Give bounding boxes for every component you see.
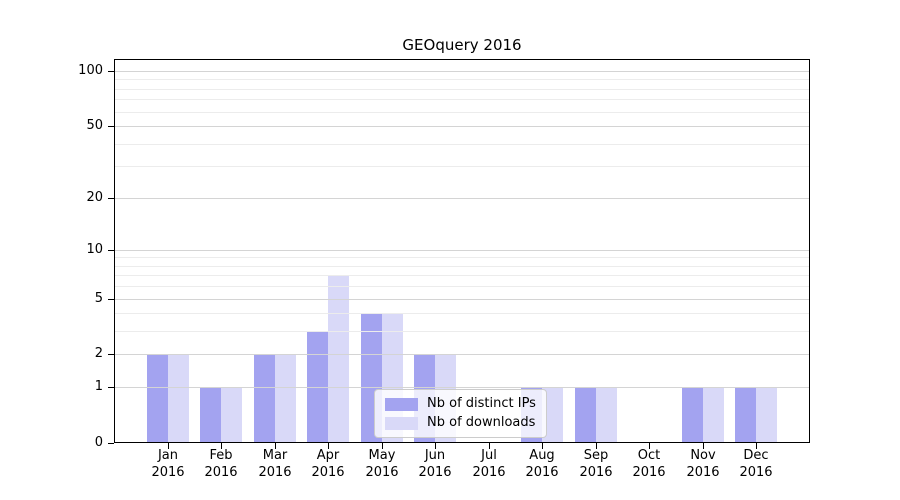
y-tick-mark-5 (108, 299, 114, 300)
legend-swatch-downloads (385, 416, 418, 430)
y-tick-label-100: 100 (78, 63, 103, 78)
bar-distinct-ips-feb (200, 387, 222, 443)
x-tick-mark-sep (596, 443, 597, 449)
x-tick-label-aug: Aug 2016 (525, 448, 559, 480)
legend-entry-downloads: Nb of downloads (385, 416, 536, 430)
x-tick-label-sep: Sep 2016 (579, 448, 613, 480)
minor-gridline-30 (114, 166, 810, 167)
bar-downloads-apr (328, 275, 350, 443)
minor-gridline-8 (114, 266, 810, 267)
x-tick-label-jan: Jan 2016 (151, 448, 185, 480)
y-tick-mark-100 (108, 71, 114, 72)
y-tick-mark-0 (108, 443, 114, 444)
gridlines-layer (114, 59, 810, 443)
x-tick-label-oct: Oct 2016 (632, 448, 666, 480)
minor-gridline-80 (114, 89, 810, 90)
y-tick-mark-10 (108, 250, 114, 251)
major-gridline-50 (114, 126, 810, 127)
bar-downloads-feb (221, 387, 243, 443)
x-tick-mark-apr (328, 443, 329, 449)
y-tick-label-10: 10 (86, 242, 103, 257)
major-gridline-5 (114, 299, 810, 300)
x-tick-label-dec: Dec 2016 (739, 448, 773, 480)
x-tick-mark-dec (756, 443, 757, 449)
major-gridline-1 (114, 387, 810, 388)
x-tick-mark-nov (703, 443, 704, 449)
major-gridline-2 (114, 354, 810, 355)
bar-downloads-aug (542, 387, 564, 443)
bar-distinct-ips-dec (735, 387, 757, 443)
x-tick-label-nov: Nov 2016 (686, 448, 720, 480)
bar-distinct-ips-mar (253, 354, 275, 443)
legend-entry-distinct-ips: Nb of distinct IPs (385, 397, 536, 411)
x-tick-label-apr: Apr 2016 (311, 448, 345, 480)
y-tick-mark-20 (108, 198, 114, 199)
minor-gridline-6 (114, 286, 810, 287)
x-tick-label-may: May 2016 (365, 448, 399, 480)
minor-gridline-3 (114, 331, 810, 332)
x-tick-mark-mar (275, 443, 276, 449)
x-tick-label-jul: Jul 2016 (472, 448, 506, 480)
y-tick-label-5: 5 (94, 291, 103, 306)
x-tick-mark-jun (435, 443, 436, 449)
x-tick-mark-aug (542, 443, 543, 449)
major-gridline-20 (114, 198, 810, 199)
minor-gridline-70 (114, 99, 810, 100)
legend: Nb of distinct IPs Nb of downloads (374, 389, 547, 438)
x-tick-mark-jan (168, 443, 169, 449)
y-tick-mark-50 (108, 126, 114, 127)
minor-gridline-90 (114, 79, 810, 80)
y-tick-label-50: 50 (86, 118, 103, 133)
y-tick-label-0: 0 (94, 435, 103, 450)
minor-gridline-4 (114, 313, 810, 314)
minor-gridline-40 (114, 144, 810, 145)
bar-downloads-mar (274, 354, 296, 443)
minor-gridline-60 (114, 112, 810, 113)
minor-gridline-7 (114, 275, 810, 276)
bar-distinct-ips-jan (146, 354, 168, 443)
major-gridline-10 (114, 250, 810, 251)
x-tick-label-jun: Jun 2016 (418, 448, 452, 480)
x-tick-mark-may (382, 443, 383, 449)
bar-downloads-sep (595, 387, 617, 443)
y-tick-label-2: 2 (94, 346, 103, 361)
y-tick-mark-1 (108, 387, 114, 388)
y-tick-mark-2 (108, 354, 114, 355)
legend-swatch-distinct-ips (385, 397, 418, 411)
x-tick-mark-jul (489, 443, 490, 449)
bar-distinct-ips-sep (574, 387, 596, 443)
major-gridline-100 (114, 71, 810, 72)
x-tick-label-mar: Mar 2016 (258, 448, 292, 480)
bar-downloads-jan (167, 354, 189, 443)
bar-downloads-dec (756, 387, 778, 443)
bar-distinct-ips-nov (681, 387, 703, 443)
minor-gridline-9 (114, 257, 810, 258)
x-tick-mark-oct (649, 443, 650, 449)
x-tick-label-feb: Feb 2016 (204, 448, 238, 480)
chart-title: GEOquery 2016 (402, 36, 522, 54)
plot-area (114, 59, 810, 443)
y-tick-label-1: 1 (94, 379, 103, 394)
x-tick-mark-feb (221, 443, 222, 449)
legend-label: Nb of distinct IPs (427, 396, 536, 411)
y-tick-label-20: 20 (86, 190, 103, 205)
legend-label: Nb of downloads (427, 415, 536, 430)
bar-downloads-nov (702, 387, 724, 443)
